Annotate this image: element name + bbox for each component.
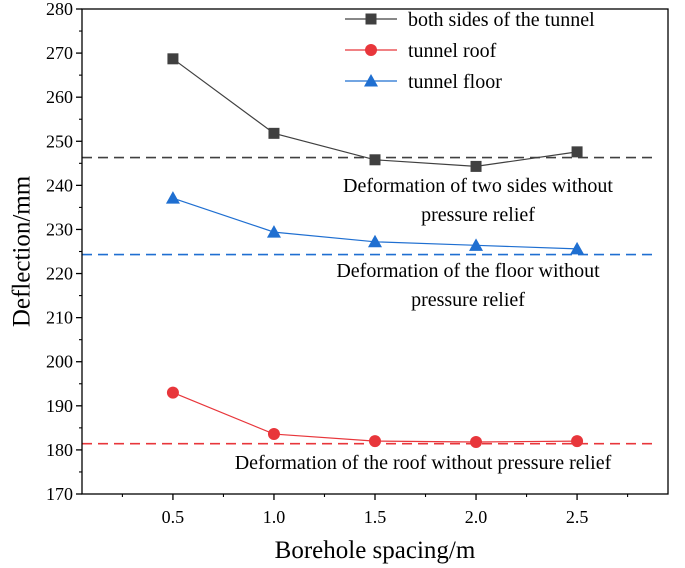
data-point	[268, 127, 280, 139]
x-tick-label: 1.5	[364, 507, 387, 527]
legend-marker	[365, 13, 377, 25]
y-tick-label: 250	[46, 131, 73, 151]
series-line	[172, 58, 578, 168]
y-tick-label: 220	[46, 264, 73, 284]
x-axis-title: Borehole spacing/m	[275, 537, 476, 564]
x-tick-label: 1.0	[263, 507, 286, 527]
data-point	[368, 234, 382, 248]
annotation-text: Deformation of the roof without pressure…	[235, 452, 612, 474]
legend-marker	[365, 44, 377, 56]
y-tick-label: 180	[46, 440, 73, 460]
data-point	[167, 53, 179, 65]
data-point	[266, 225, 281, 238]
data-point	[166, 386, 179, 399]
legend-entry: both sides of the tunnel	[408, 9, 595, 31]
y-tick-label: 280	[46, 0, 73, 19]
data-point	[369, 435, 381, 448]
data-point	[571, 435, 584, 448]
series-lines	[172, 58, 578, 443]
annotation-text: Deformation of the floor without	[336, 260, 600, 282]
y-tick-label: 230	[46, 219, 73, 239]
x-axis: 0.5 1.0 1.5 2.0 2.5	[121, 494, 629, 527]
annotation-text: Deformation of two sides without	[343, 175, 613, 197]
data-point	[570, 241, 585, 255]
annotations: Deformation of two sides without pressure…	[235, 175, 614, 474]
y-tick-label: 260	[46, 87, 73, 107]
data-point	[470, 160, 482, 172]
data-point	[165, 191, 180, 204]
legend-entry: tunnel roof	[408, 40, 497, 62]
legend-marker	[364, 74, 378, 87]
data-point	[469, 238, 484, 251]
y-tick-label: 200	[46, 352, 73, 372]
reference-lines	[82, 156, 652, 445]
annotation-text: pressure relief	[411, 289, 525, 311]
legend: both sides of the tunnel tunnel roof tunne…	[345, 9, 595, 93]
y-axis: 170 180 190 200 210 220 230 240 250 260 270 280	[46, 0, 82, 504]
data-point	[369, 154, 381, 166]
data-point	[470, 435, 483, 448]
series-line	[172, 392, 578, 443]
series-markers	[165, 53, 585, 448]
annotation-text: pressure relief	[421, 204, 535, 226]
y-axis-title: Deflection/mm	[9, 175, 36, 327]
legend-entry: tunnel floor	[408, 71, 502, 93]
x-tick-label: 2.0	[465, 507, 488, 527]
data-point	[267, 428, 280, 441]
y-tick-label: 170	[46, 484, 73, 504]
x-tick-label: 2.5	[566, 507, 589, 527]
x-tick-label: 0.5	[162, 507, 185, 527]
y-tick-label: 210	[46, 308, 73, 328]
y-tick-label: 270	[46, 43, 73, 63]
data-point	[571, 146, 583, 158]
y-tick-label: 240	[46, 175, 73, 195]
y-tick-label: 190	[46, 396, 73, 416]
